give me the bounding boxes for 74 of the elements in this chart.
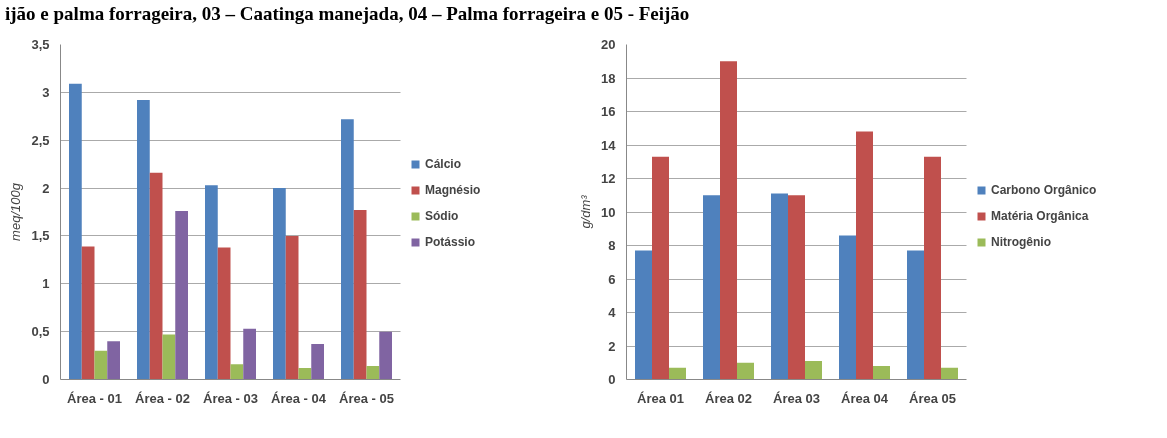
y-tick-label: 18 [601,70,616,86]
bar [69,83,82,380]
bar [81,246,95,380]
bar [856,131,873,380]
x-tick-label: Área - 02 [135,390,190,406]
bar [149,172,163,380]
bar [941,367,958,380]
bar [285,235,299,380]
y-tick-label: 1 [42,276,50,292]
x-tick-label: Área - 03 [203,390,258,406]
bar [771,193,788,380]
bar [907,250,924,380]
legend-label: Sódio [425,209,459,223]
bar [311,344,324,380]
x-tick-label: Área 03 [773,390,820,406]
y-tick-label: 1,5 [31,228,50,244]
y-tick-label: 20 [601,37,616,52]
y-tick-label: 6 [608,271,616,287]
bar [273,188,286,380]
y-tick-label: 16 [601,104,616,119]
bar [839,235,856,380]
legend-label: Nitrogênio [991,235,1051,249]
y-tick-label: 8 [608,238,616,253]
bar [298,368,312,380]
y-tick-label: 10 [601,204,616,220]
bar [703,195,720,380]
y-tick-label: 2 [608,338,616,354]
x-tick-label: Área - 04 [271,390,327,406]
bar [217,247,231,380]
y-tick-label: 2,5 [31,132,50,148]
legend-label: Potássio [425,235,476,249]
legend-label: Carbono Orgânico [991,183,1097,197]
x-tick-label: Área - 05 [339,390,394,406]
bar [669,367,686,380]
x-tick-label: Área 05 [909,390,956,406]
y-tick-label: 0,5 [31,324,50,340]
y-tick-label: 0 [608,372,616,387]
y-tick-label: 0 [42,372,50,387]
bar [873,366,890,380]
bar [737,362,754,380]
legend-label: Matéria Orgânica [991,209,1089,223]
x-tick-label: Área 01 [637,390,684,406]
y-tick-label: 12 [601,171,616,186]
bar [652,156,669,380]
y-axis-title: g/dm³ [578,194,594,229]
y-tick-label: 14 [601,137,617,153]
bar [366,366,380,380]
y-axis-title: meq/100g [8,182,24,241]
bar [230,364,244,380]
legend-label: Cálcio [425,157,462,171]
bar [243,328,256,380]
x-tick-label: Área 02 [705,390,752,406]
bar [635,250,652,380]
bar [162,334,176,380]
text: ijão e palma forrageira, 03 – Caatinga manejada, 04 – Palma forrageira e 05 - Feijão [5,3,690,24]
bar [353,210,367,380]
bar [720,61,737,380]
y-tick-label: 2 [42,180,50,196]
bar [379,331,392,380]
bar [137,100,150,380]
y-tick-label: 3 [42,84,50,100]
x-tick-label: Área 04 [841,390,889,406]
bar [107,341,120,380]
bar [788,195,805,380]
bar [205,185,218,380]
bar [924,156,941,380]
legend-label: Magnésio [425,183,481,197]
x-tick-label: Área - 01 [67,390,122,406]
bar [175,211,188,380]
bar [805,361,822,380]
bar [94,350,108,380]
y-tick-label: 3,5 [31,37,50,52]
y-tick-label: 4 [608,305,617,320]
bar [341,119,354,380]
